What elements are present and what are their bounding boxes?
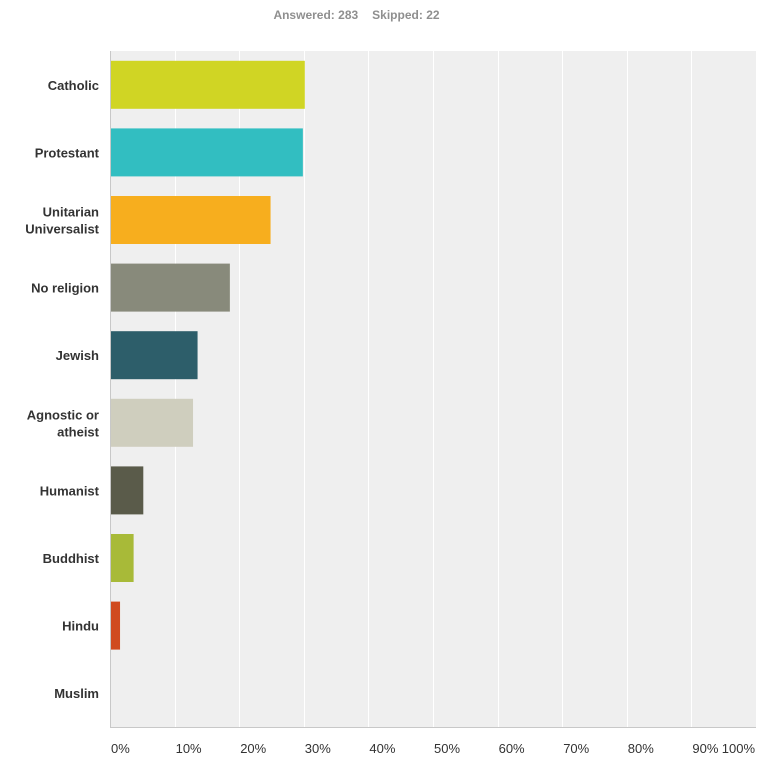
bar (111, 534, 134, 582)
bar (111, 331, 198, 380)
category-label: Unitarian (43, 205, 99, 220)
x-tick-label: 10% (176, 741, 202, 756)
answered-label: Answered: (273, 8, 335, 22)
category-label: atheist (57, 424, 100, 439)
category-label: Muslim (54, 686, 99, 701)
x-tick-label: 100% (722, 741, 756, 756)
skipped-label: Skipped: (372, 8, 423, 22)
category-label: Hindu (62, 619, 99, 634)
x-tick-label: 30% (305, 741, 331, 756)
skipped-count: 22 (426, 8, 440, 22)
x-tick-label: 70% (563, 741, 589, 756)
answered-count: 283 (338, 8, 359, 22)
bar (111, 398, 194, 447)
x-tick-label: 60% (499, 741, 525, 756)
category-label: Buddhist (43, 551, 100, 566)
x-tick-label: 20% (240, 741, 266, 756)
bar (111, 128, 303, 177)
x-tick-label: 0% (111, 741, 130, 756)
category-label: Protestant (35, 145, 100, 160)
bar (111, 196, 271, 244)
category-label: Universalist (25, 222, 99, 237)
category-label: Agnostic or (27, 407, 99, 422)
x-tick-label: 40% (369, 741, 395, 756)
bar (111, 263, 230, 312)
bar (111, 60, 305, 109)
category-label: Catholic (48, 78, 99, 93)
category-label: Jewish (56, 348, 99, 363)
category-label: No religion (31, 281, 99, 296)
x-tick-label: 50% (434, 741, 460, 756)
x-tick-label: 80% (628, 741, 654, 756)
category-label: Humanist (40, 483, 100, 498)
response-summary: Answered: 283 Skipped: 22 (0, 8, 713, 22)
x-tick-label: 90% (692, 741, 718, 756)
bar (111, 601, 121, 650)
bar (111, 466, 144, 515)
